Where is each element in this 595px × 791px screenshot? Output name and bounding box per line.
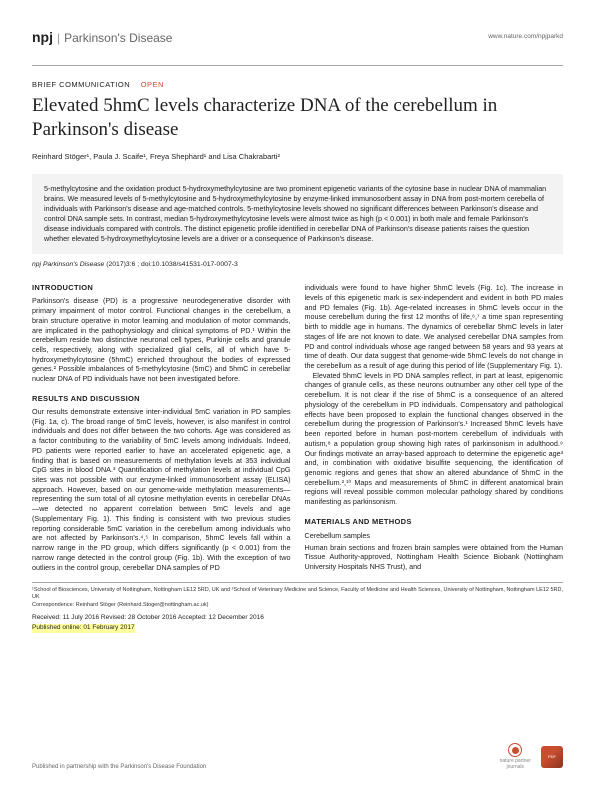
column-right: individuals were found to have higher 5h… (305, 283, 564, 572)
methods-subheading: Cerebellum samples (305, 531, 564, 541)
intro-paragraph: Parkinson's disease (PD) is a progressiv… (32, 296, 291, 383)
citation-journal: npj Parkinson's Disease (32, 261, 104, 268)
section-heading-methods: MATERIALS AND METHODS (305, 517, 564, 527)
nature-partner-logo: nature partner journals (500, 743, 531, 772)
citation-doi: (2017)3:6 ; doi:10.1038/s41531-017-0007-… (104, 261, 237, 268)
open-access-label: OPEN (141, 80, 164, 89)
article-type: BRIEF COMMUNICATION (32, 80, 130, 89)
article-dates: Received: 11 July 2016 Revised: 28 Octob… (32, 614, 563, 623)
section-heading-results: RESULTS AND DISCUSSION (32, 394, 291, 404)
journal-name: Parkinson's Disease (64, 30, 172, 46)
citation: npj Parkinson's Disease (2017)3:6 ; doi:… (32, 260, 563, 269)
journal-url: www.nature.com/npjparkd (488, 33, 563, 42)
results-paragraph-1: Our results demonstrate extensive inter-… (32, 407, 291, 572)
section-heading-introduction: INTRODUCTION (32, 283, 291, 293)
header-bar: npj | Parkinson's Disease www.nature.com… (32, 28, 563, 47)
results-continuation-p2: Elevated 5hmC levels in PD DNA samples r… (305, 371, 564, 507)
footer-partnership-text: Published in partnership with the Parkin… (32, 763, 206, 771)
nature-partner-label-2: journals (507, 764, 525, 771)
page-footer: Published in partnership with the Parkin… (32, 743, 563, 772)
pdf-foundation-logo: PDF (541, 746, 563, 768)
affiliations: ¹School of Biosciences, University of No… (32, 587, 563, 601)
affiliations-block: ¹School of Biosciences, University of No… (32, 582, 563, 608)
article-title: Elevated 5hmC levels characterize DNA of… (32, 94, 563, 142)
body-columns: INTRODUCTION Parkinson's disease (PD) is… (32, 283, 563, 572)
abstract: 5-methylcytosine and the oxidation produ… (32, 174, 563, 254)
methods-paragraph: Human brain sections and frozen brain sa… (305, 543, 564, 572)
results-continuation-p1: individuals were found to have higher 5h… (305, 283, 564, 370)
column-left: INTRODUCTION Parkinson's disease (PD) is… (32, 283, 291, 572)
published-online: Published online: 01 February 2017 (32, 624, 135, 633)
correspondence: Correspondence: Reinhard Stöger (Reinhar… (32, 602, 563, 609)
article-type-line: BRIEF COMMUNICATION OPEN (32, 80, 563, 90)
logo-divider: | (57, 30, 60, 46)
nature-partner-label-1: nature partner (500, 758, 531, 765)
header-rule (32, 65, 563, 66)
npj-logo-text: npj (32, 28, 53, 47)
journal-logo: npj | Parkinson's Disease (32, 28, 172, 47)
footer-logos: nature partner journals PDF (500, 743, 563, 772)
nature-partner-icon (508, 743, 522, 757)
author-list: Reinhard Stöger¹, Paula J. Scaife¹, Frey… (32, 152, 563, 162)
